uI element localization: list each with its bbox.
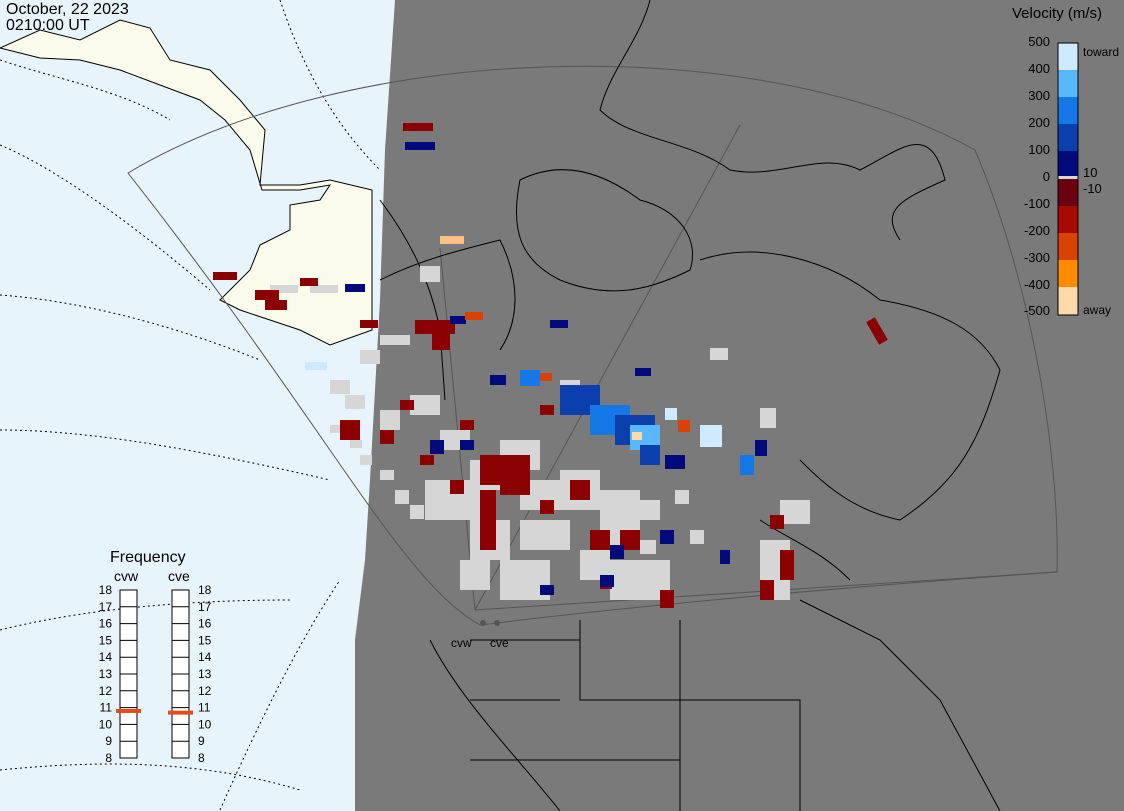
frequency-gauges: 18 17 16 15 14 13 12 11 10 9 8 18 17 16 15 14 13 12 11 10 9… [99, 583, 212, 765]
cvw-gauge-label: cvw [114, 568, 139, 584]
frequency-title: Frequency [110, 549, 186, 566]
freq-scale-right: 18 [198, 583, 212, 597]
cvw-site-label: cvw [451, 636, 472, 650]
radar-cells-blue [305, 362, 754, 475]
cb-tick-400: 400 [1028, 61, 1050, 76]
cb-tick-100: 100 [1028, 142, 1050, 157]
cb-tick-300: 300 [1028, 88, 1050, 103]
cb-tick-0: 0 [1043, 169, 1050, 184]
freq-scale-right: 8 [198, 751, 205, 765]
time-label: 0210:00 UT [6, 17, 90, 34]
cb-tick-m300: -300 [1024, 250, 1050, 265]
freq-scale-right: 12 [198, 684, 212, 698]
radar-cells-orange [440, 236, 690, 440]
freq-scale-right: 10 [198, 717, 212, 731]
colorbar-title: Velocity (m/s) [1012, 5, 1103, 22]
freq-scale-left: 9 [105, 734, 112, 748]
cvw-freq-marker [116, 708, 141, 713]
freq-scale-right: 17 [198, 600, 212, 614]
freq-scale-right: 13 [198, 667, 212, 681]
freq-scale-left: 17 [99, 600, 113, 614]
radar-site-cve [494, 620, 500, 626]
freq-scale-left: 14 [99, 650, 113, 664]
freq-scale-right: 9 [198, 734, 205, 748]
cb-tick-10: 10 [1083, 165, 1097, 180]
freq-scale-left: 12 [99, 684, 113, 698]
freq-scale-right: 15 [198, 633, 212, 647]
freq-scale-right: 16 [198, 617, 212, 631]
date-label: October, 22 2023 [6, 1, 129, 18]
cve-gauge-label: cve [168, 568, 190, 584]
freq-scale-left: 15 [99, 633, 113, 647]
cb-tick-m500: -500 [1024, 303, 1050, 318]
cve-site-label: cve [490, 636, 509, 650]
radar-site-cvw [480, 620, 486, 626]
freq-scale-right: 14 [198, 650, 212, 664]
velocity-colorbar: 500 400 300 200 100 0 -100 -200 -300 -40… [1024, 34, 1102, 318]
freq-scale-left: 13 [99, 667, 113, 681]
freq-scale-left: 8 [105, 751, 112, 765]
cb-tick-200: 200 [1028, 115, 1050, 130]
freq-scale-left: 11 [100, 701, 113, 715]
toward-label: toward [1083, 45, 1120, 59]
cb-tick-500: 500 [1028, 34, 1050, 49]
freq-scale-left: 16 [99, 617, 113, 631]
radar-cells-navy [345, 142, 767, 595]
away-label: away [1083, 303, 1112, 317]
daylight-land [0, 19, 373, 346]
cb-tick-m200: -200 [1024, 223, 1050, 238]
cve-freq-marker [168, 710, 193, 715]
cb-tick-m400: -400 [1024, 277, 1050, 292]
freq-scale-right: 11 [198, 701, 211, 715]
freq-scale-left: 10 [99, 717, 113, 731]
freq-scale-left: 18 [99, 583, 113, 597]
cb-tick-m10: -10 [1083, 181, 1102, 196]
night-region [355, 0, 1124, 811]
cb-tick-m100: -100 [1024, 196, 1050, 211]
